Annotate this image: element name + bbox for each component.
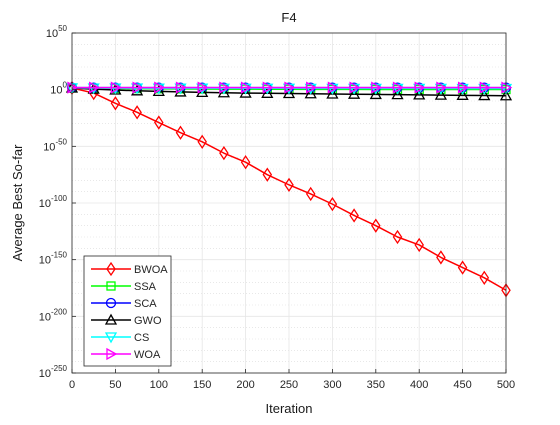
- data-point: [392, 229, 403, 245]
- y-axis-label: Average Best So-far: [10, 144, 25, 261]
- legend-label: CS: [134, 332, 149, 344]
- data-point: [305, 186, 316, 202]
- data-point: [154, 81, 166, 94]
- data-point: [175, 81, 187, 94]
- legend: BWOA SSA SCA GWO CS WOA: [83, 255, 172, 367]
- x-tick-label: 450: [453, 379, 471, 391]
- x-tick-label: 150: [193, 379, 211, 391]
- data-point: [240, 155, 251, 170]
- legend-label: GWO: [134, 315, 162, 327]
- legend-marker: [106, 347, 118, 361]
- data-point: [347, 87, 361, 99]
- data-point: [154, 115, 164, 130]
- data-point: [284, 177, 294, 193]
- legend-item-bwoa: BWOA: [91, 261, 168, 277]
- data-point: [239, 86, 252, 98]
- series-line: [71, 87, 507, 291]
- x-tick-label: 250: [280, 379, 298, 391]
- legend-item-sca: SCA: [91, 297, 157, 310]
- data-point: [479, 81, 491, 94]
- legend-marker: [104, 313, 118, 325]
- x-tick-label: 100: [150, 379, 168, 391]
- data-point: [306, 81, 318, 94]
- legend-label: SCA: [134, 298, 157, 310]
- data-point: [327, 81, 339, 94]
- legend-marker: [105, 297, 117, 309]
- data-point: [349, 208, 359, 223]
- legend-marker: [106, 261, 116, 277]
- x-tick-label: 50: [109, 379, 121, 391]
- data-point: [67, 81, 79, 94]
- series-layer: [65, 80, 513, 298]
- data-point: [197, 81, 209, 94]
- data-point: [457, 260, 468, 275]
- data-point: [349, 81, 361, 94]
- axis-ticks: 0 50 100 150 200 250 300 350 400 450 500105010010-…: [39, 24, 515, 391]
- data-point: [284, 81, 296, 94]
- data-point: [89, 81, 101, 94]
- data-point: [130, 84, 144, 96]
- data-point: [304, 87, 317, 99]
- legend-item-gwo: GWO: [91, 313, 162, 327]
- legend-marker: [104, 332, 118, 344]
- legend-marker: [106, 281, 116, 291]
- legend-item-cs: CS: [91, 332, 149, 344]
- legend-label: BWOA: [134, 264, 168, 276]
- data-point: [262, 81, 274, 94]
- data-point: [132, 81, 144, 94]
- legend-label: WOA: [134, 349, 161, 361]
- data-point: [219, 145, 229, 161]
- legend-item-woa: WOA: [91, 347, 161, 361]
- data-point: [436, 250, 446, 265]
- data-point: [262, 167, 273, 182]
- series-woa: [67, 81, 513, 94]
- data-point: [434, 88, 448, 100]
- legend-label: SSA: [134, 281, 157, 293]
- x-tick-label: 200: [236, 379, 254, 391]
- data-point: [413, 88, 426, 100]
- data-point: [152, 85, 165, 97]
- data-point: [392, 81, 404, 94]
- data-point: [197, 134, 207, 149]
- data-point: [327, 196, 338, 212]
- x-tick-label: 300: [323, 379, 341, 391]
- series-bwoa: [67, 80, 511, 298]
- data-point: [110, 81, 122, 94]
- data-point: [371, 81, 383, 94]
- data-point: [132, 105, 142, 120]
- legend-box: [83, 255, 172, 367]
- x-tick-label: 500: [497, 379, 515, 391]
- data-point: [501, 81, 513, 94]
- x-tick-label: 350: [367, 379, 385, 391]
- x-tick-label: 0: [69, 379, 75, 391]
- data-point: [261, 86, 274, 98]
- data-point: [369, 88, 382, 100]
- data-point: [391, 88, 404, 100]
- data-point: [326, 87, 339, 99]
- data-point: [371, 218, 381, 233]
- data-point: [414, 237, 424, 253]
- data-point: [282, 87, 296, 99]
- chart-title: F4: [281, 10, 296, 25]
- legend-item-ssa: SSA: [91, 281, 157, 293]
- data-point: [457, 81, 469, 94]
- x-axis-label: Iteration: [266, 401, 313, 416]
- data-point: [219, 81, 231, 94]
- data-point: [240, 81, 252, 94]
- x-tick-label: 400: [410, 379, 428, 391]
- data-point: [110, 96, 121, 111]
- data-point: [175, 125, 186, 140]
- data-point: [478, 89, 491, 101]
- data-point: [414, 81, 426, 94]
- data-point: [479, 270, 490, 285]
- data-point: [436, 81, 448, 94]
- data-point: [456, 88, 469, 100]
